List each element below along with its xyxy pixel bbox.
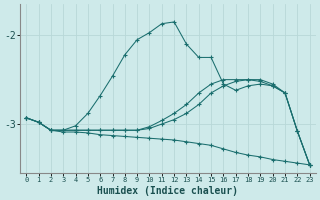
X-axis label: Humidex (Indice chaleur): Humidex (Indice chaleur) (98, 186, 238, 196)
